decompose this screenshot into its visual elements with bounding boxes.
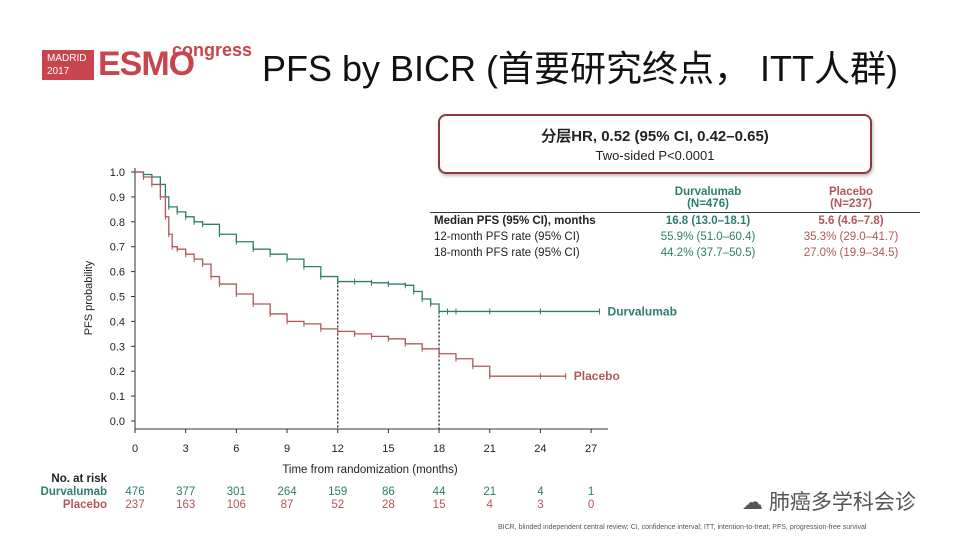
risk-durvalumab-count: 159 — [328, 486, 347, 498]
x-tick-label: 24 — [534, 443, 546, 455]
y-tick-label: 0.4 — [110, 316, 125, 328]
wechat-icon: ☁ — [742, 491, 763, 514]
slide-title: PFS by BICR (首要研究终点， ITT人群) — [262, 48, 899, 89]
y-tick-label: 1.0 — [110, 167, 125, 179]
x-tick-label: 27 — [585, 443, 597, 455]
y-tick-label: 0.2 — [110, 366, 125, 378]
y-tick-label: 0.7 — [110, 242, 125, 254]
risk-placebo-count: 87 — [281, 499, 294, 511]
y-tick-label: 0.0 — [110, 416, 125, 428]
risk-placebo-count: 237 — [125, 499, 144, 511]
esmo-madrid-2017-logo: MADRID 2017 ESMO congress — [42, 40, 252, 83]
durvalumab-column-header: Durvalumab (N=476) — [634, 184, 782, 213]
stats-durvalumab-value: 44.2% (37.7–50.5) — [660, 247, 756, 259]
y-tick-label: 0.3 — [110, 341, 125, 353]
logo-year: 2017 — [47, 66, 70, 77]
risk-durvalumab-label: Durvalumab — [41, 486, 107, 498]
placebo-header-label: Placebo — [828, 186, 874, 198]
km-curve-durvalumab — [135, 171, 600, 313]
hazard-ratio-text: 分层HR, 0.52 (95% CI, 0.42–0.65) — [541, 128, 769, 145]
risk-durvalumab-count: 86 — [382, 486, 395, 498]
footnote: BICR, blinded independent central review… — [498, 524, 867, 531]
risk-durvalumab-count: 264 — [277, 486, 297, 498]
durvalumab-header-n: (N=476) — [687, 198, 729, 210]
stats-placebo-value: 5.6 (4.6–7.8) — [782, 212, 920, 229]
y-tick-label: 0.9 — [110, 192, 125, 204]
logo-city: MADRID — [47, 53, 87, 64]
y-axis-label: PFS probability — [83, 260, 95, 335]
x-tick-label: 12 — [332, 443, 344, 455]
series-label-durvalumab: Durvalumab — [608, 304, 677, 318]
stats-durvalumab-value: 16.8 (13.0–18.1) — [634, 212, 782, 229]
risk-placebo-count: 15 — [433, 499, 446, 511]
x-tick-label: 21 — [484, 443, 496, 455]
risk-durvalumab-count: 4 — [537, 486, 544, 498]
stats-row-label: 12-month PFS rate (95% CI) — [434, 231, 580, 243]
hazard-ratio-box: 分层HR, 0.52 (95% CI, 0.42–0.65) Two-sided… — [438, 114, 872, 174]
y-tick-label: 0.5 — [110, 292, 125, 304]
stats-row-label: 18-month PFS rate (95% CI) — [434, 247, 580, 259]
risk-placebo-count: 52 — [331, 499, 344, 511]
risk-durvalumab-count: 44 — [433, 486, 446, 498]
wechat-watermark: ☁ 肺癌多学科会诊 — [742, 486, 916, 516]
stats-row-label: Median PFS (95% CI), months — [430, 212, 634, 229]
pfs-stats-table: Durvalumab (N=476) Placebo (N=237) Media… — [430, 184, 920, 261]
x-tick-label: 3 — [183, 443, 189, 455]
risk-placebo-count: 106 — [227, 499, 246, 511]
watermark-text: 肺癌多学科会诊 — [768, 491, 916, 514]
risk-placebo-count: 28 — [382, 499, 395, 511]
x-tick-label: 0 — [132, 443, 138, 455]
stats-header-row: Durvalumab (N=476) Placebo (N=237) — [430, 184, 920, 213]
placebo-header-n: (N=237) — [830, 198, 872, 210]
logo-brand: ESMO — [98, 45, 195, 83]
stats-row-median: Median PFS (95% CI), months 16.8 (13.0–1… — [430, 212, 920, 229]
series-label-placebo: Placebo — [574, 369, 620, 383]
risk-table-title: No. at risk — [51, 473, 107, 485]
logo-city-box: MADRID 2017 — [42, 50, 94, 80]
risk-placebo-count: 0 — [588, 499, 594, 511]
placebo-column-header: Placebo (N=237) — [782, 184, 920, 213]
stats-row-18month: 18-month PFS rate (95% CI) 44.2% (37.7–5… — [430, 245, 920, 261]
y-tick-label: 0.1 — [110, 391, 125, 403]
p-value-text: Two-sided P<0.0001 — [595, 148, 715, 163]
x-tick-label: 9 — [284, 443, 290, 455]
x-axis-label: Time from randomization (months) — [282, 464, 457, 476]
risk-durvalumab-count: 301 — [227, 486, 246, 498]
stats-row-12month: 12-month PFS rate (95% CI) 55.9% (51.0–6… — [430, 229, 920, 245]
x-tick-label: 15 — [382, 443, 394, 455]
risk-placebo-count: 4 — [487, 499, 494, 511]
km-curve-placebo — [135, 171, 566, 377]
y-tick-label: 0.6 — [110, 267, 125, 279]
stats-placebo-value: 27.0% (19.9–34.5) — [803, 247, 899, 259]
risk-placebo-label: Placebo — [63, 499, 107, 511]
risk-durvalumab-count: 377 — [176, 486, 195, 498]
stats-durvalumab-value: 55.9% (51.0–60.4) — [660, 231, 756, 243]
x-tick-label: 6 — [233, 443, 239, 455]
logo-congress: congress — [172, 40, 253, 60]
x-tick-label: 18 — [433, 443, 445, 455]
risk-placebo-count: 163 — [176, 499, 195, 511]
risk-placebo-count: 3 — [537, 499, 543, 511]
durvalumab-header-label: Durvalumab — [674, 186, 742, 198]
risk-durvalumab-count: 1 — [588, 486, 594, 498]
y-tick-label: 0.8 — [110, 217, 125, 229]
stats-placebo-value: 35.3% (29.0–41.7) — [803, 231, 899, 243]
risk-durvalumab-count: 21 — [483, 486, 496, 498]
risk-durvalumab-count: 476 — [125, 486, 144, 498]
